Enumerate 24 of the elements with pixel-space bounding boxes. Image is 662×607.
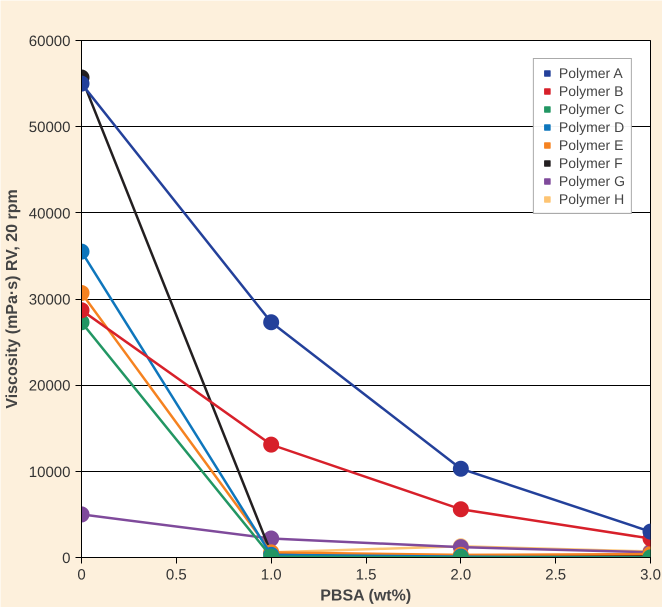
y-tick-label: 60000: [28, 33, 71, 50]
legend-label: Polymer H: [558, 191, 624, 207]
y-tick-label: 10000: [28, 464, 71, 481]
y-tick-label: 0: [62, 550, 70, 567]
legend-label: Polymer E: [558, 137, 624, 153]
legend-label: Polymer A: [558, 65, 623, 81]
x-axis-title: PBSA (wt%): [320, 588, 412, 604]
legend-label: Polymer C: [558, 101, 624, 117]
x-tick-label: 3.0: [640, 566, 661, 584]
x-tick-label: 2.5: [545, 566, 566, 584]
legend-label: Polymer F: [558, 155, 623, 171]
legend-label: Polymer D: [558, 119, 624, 135]
legend-label: Polymer G: [558, 173, 625, 189]
legend-label: Polymer B: [558, 83, 624, 99]
x-tick-label: 1.5: [356, 566, 376, 584]
y-tick-label: 40000: [28, 205, 71, 222]
y-axis-title: Viscosity (mPa·s) RV, 20 rpm: [4, 189, 21, 409]
x-tick-label: 2.0: [450, 566, 472, 584]
x-tick-label: 0: [77, 566, 86, 584]
x-tick-label: 0.5: [166, 566, 187, 584]
y-tick-label: 30000: [28, 292, 71, 308]
y-tick-label: 50000: [28, 119, 71, 136]
y-tick-label: 20000: [28, 378, 71, 395]
x-tick-label: 1.0: [260, 566, 282, 584]
